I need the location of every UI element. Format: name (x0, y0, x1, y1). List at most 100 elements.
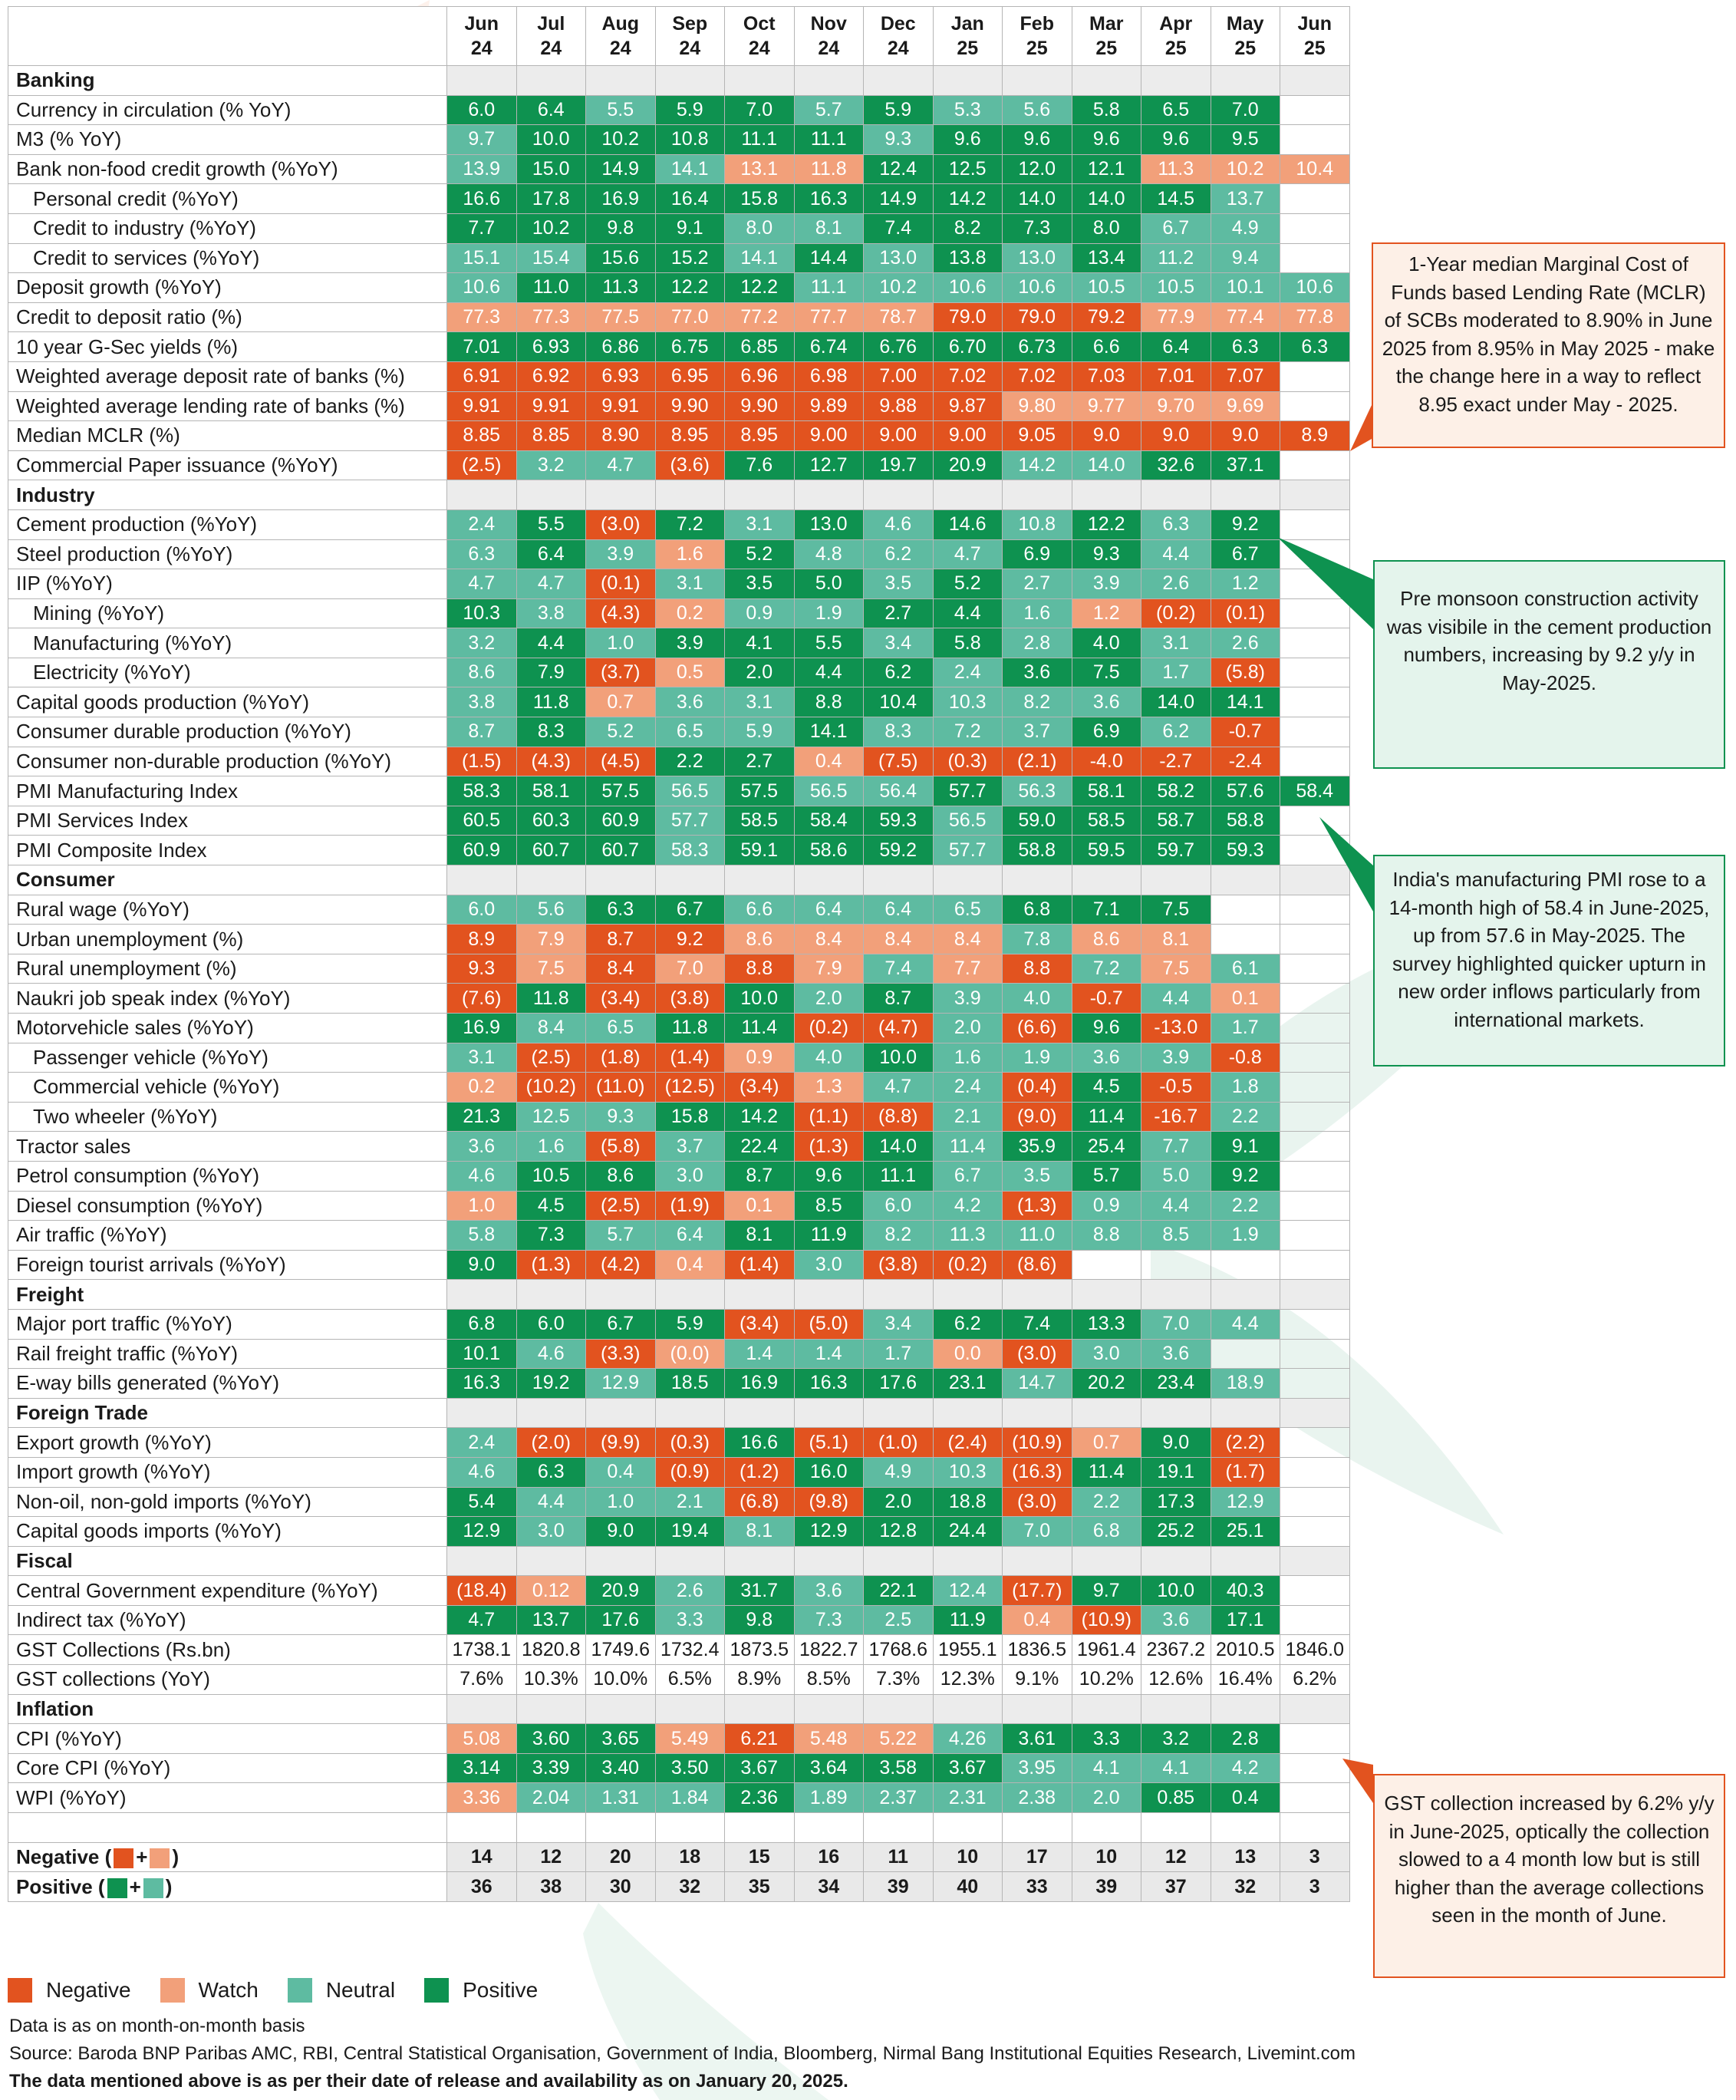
value-cell: 3.9 (585, 539, 656, 570)
section-header-row: Banking (8, 65, 1350, 96)
indicator-label: Petrol consumption (%YoY) (8, 1160, 447, 1192)
section-header-row: Inflation (8, 1693, 1350, 1725)
indicator-row: Capital goods imports (%YoY) 12.9 3.0 9.0 19… (8, 1516, 1350, 1547)
value-cell (1280, 1160, 1350, 1192)
value-cell: 7.0 (1210, 94, 1280, 126)
value-cell: 14.0 (1141, 687, 1211, 718)
value-cell: 3.5 (863, 569, 934, 599)
value-cell: 6.93 (585, 361, 656, 392)
positive-count-cell: 38 (516, 1871, 586, 1902)
section-filler-cell (516, 1397, 586, 1429)
value-cell: (1.9) (654, 1190, 725, 1221)
value-cell: 3.50 (654, 1752, 725, 1784)
indicator-label: PMI Composite Index (8, 835, 447, 866)
indicator-row: Weighted average lending rate of banks (… (8, 391, 1350, 422)
value-cell: 3.9 (1071, 569, 1141, 599)
indicator-label: Consumer durable production (%YoY) (8, 717, 447, 747)
spacer-cell (516, 1812, 586, 1843)
value-cell: 5.2 (932, 569, 1003, 599)
value-cell: 4.7 (516, 569, 586, 599)
section-filler-cell (446, 65, 517, 96)
month-name: Aug (601, 13, 640, 35)
value-cell: 9.6 (1071, 124, 1141, 155)
spacer-cell (793, 1812, 864, 1843)
value-cell: 10.3 (932, 687, 1003, 718)
value-cell: 5.7 (793, 94, 864, 126)
section-filler-cell (863, 1545, 934, 1577)
value-cell: 20.2 (1071, 1368, 1141, 1399)
value-cell: 14.5 (1141, 183, 1211, 214)
value-cell: (0.2) (1141, 598, 1211, 629)
value-cell: 0.7 (1071, 1427, 1141, 1458)
value-cell: 6.5 (585, 1013, 656, 1043)
value-cell: (12.5) (654, 1072, 725, 1103)
value-cell: 2367.2 (1141, 1634, 1211, 1666)
section-filler-cell (724, 1279, 795, 1310)
value-cell (1280, 1782, 1350, 1814)
value-cell: 5.22 (863, 1723, 934, 1754)
value-cell: 6.21 (724, 1723, 795, 1754)
value-cell (1280, 1427, 1350, 1458)
value-cell: 12.4 (932, 1575, 1003, 1606)
value-cell: 13.8 (932, 242, 1003, 274)
section-filler-cell (724, 65, 795, 96)
indicator-label: Mining (%YoY) (8, 598, 447, 629)
value-cell (1210, 924, 1280, 954)
section-filler-cell (1071, 1397, 1141, 1429)
value-cell: (17.7) (1002, 1575, 1072, 1606)
indicator-label: Consumer non-durable production (%YoY) (8, 746, 447, 777)
value-cell: 8.9 (1280, 420, 1350, 451)
value-cell: 10.2 (1210, 153, 1280, 185)
value-cell: 6.0 (446, 894, 517, 925)
value-cell: 8.0 (1071, 213, 1141, 244)
value-cell: 18.8 (932, 1486, 1003, 1518)
month-year: 24 (748, 38, 770, 59)
value-cell: (6.8) (724, 1486, 795, 1518)
section-filler-cell (1210, 65, 1280, 96)
value-cell: 7.0 (1002, 1516, 1072, 1547)
negative-count-cell: 13 (1210, 1841, 1280, 1873)
value-cell: 3.0 (516, 1516, 586, 1547)
value-cell: 10.2 (516, 213, 586, 244)
month-name: Jun (464, 13, 499, 35)
value-cell: 16.6 (724, 1427, 795, 1458)
value-cell: 3.5 (724, 569, 795, 599)
value-cell: 6.70 (932, 331, 1003, 362)
value-cell: 11.1 (793, 124, 864, 155)
value-cell: 1.6 (654, 539, 725, 570)
spacer-cell (1141, 1812, 1211, 1843)
mclr-callout-pointer (1350, 405, 1372, 451)
section-filler-cell (654, 1279, 725, 1310)
value-cell: 2.2 (1071, 1486, 1141, 1518)
value-cell: 3.67 (932, 1752, 1003, 1784)
value-cell: 10.5 (516, 1160, 586, 1192)
value-cell: 1.9 (1210, 1220, 1280, 1251)
indicator-row: Personal credit (%YoY) 16.6 17.8 16.9 16.4 15… (8, 183, 1350, 214)
indicator-row: GST Collections (Rs.bn) 1738.1 1820.8 1749.… (8, 1634, 1350, 1666)
value-cell: 3.3 (1071, 1723, 1141, 1754)
value-cell: (4.3) (516, 746, 586, 777)
indicator-label: 10 year G-Sec yields (%) (8, 331, 447, 362)
value-cell: 4.4 (1210, 1308, 1280, 1340)
value-cell: 0.7 (585, 687, 656, 718)
value-cell: 6.5% (654, 1664, 725, 1695)
value-cell: 10.0 (516, 124, 586, 155)
value-cell: 2.04 (516, 1782, 586, 1814)
indicator-row: PMI Composite Index 60.9 60.7 60.7 58.3 59.1 5… (8, 835, 1350, 866)
indicator-label: Indirect tax (%YoY) (8, 1604, 447, 1636)
value-cell: 0.1 (1210, 983, 1280, 1014)
value-cell: 6.2 (863, 539, 934, 570)
value-cell: 6.85 (724, 331, 795, 362)
indicator-row: CPI (%YoY) 5.08 3.60 3.65 5.49 6.21 5.48 5.22 4.… (8, 1723, 1350, 1754)
value-cell: 14.6 (932, 509, 1003, 540)
negative-count-cell: 11 (863, 1841, 934, 1873)
value-cell: 60.5 (446, 805, 517, 836)
value-cell (1280, 213, 1350, 244)
value-cell: 0.4 (1002, 1604, 1072, 1636)
indicator-label: Manufacturing (%YoY) (8, 628, 447, 658)
value-cell: 5.7 (1071, 1160, 1141, 1192)
value-cell: (2.2) (1210, 1427, 1280, 1458)
value-cell (1280, 183, 1350, 214)
value-cell (1280, 1456, 1350, 1488)
